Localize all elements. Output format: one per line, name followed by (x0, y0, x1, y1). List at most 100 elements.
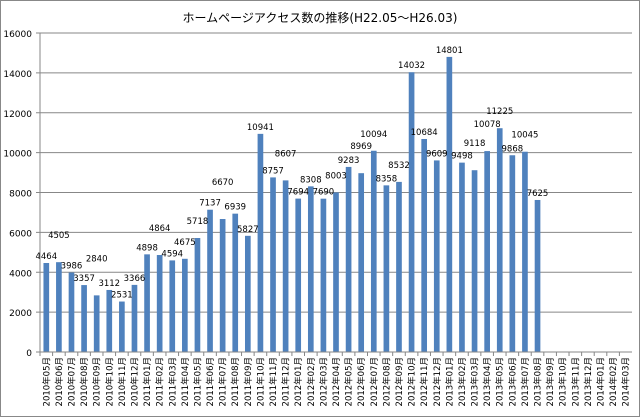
data-label: 8757 (262, 166, 284, 176)
bar (345, 166, 352, 352)
data-label: 4675 (174, 238, 196, 248)
bar (320, 198, 327, 352)
x-tick-label: 2011年06月 (205, 357, 216, 406)
x-tick-label: 2011年08月 (230, 357, 241, 406)
x-tick-label: 2013年02月 (457, 357, 468, 406)
bar (144, 254, 150, 352)
data-label: 8607 (275, 149, 297, 159)
x-tick-label: 2010年07月 (66, 357, 77, 406)
data-label: 7625 (527, 189, 549, 199)
bar (421, 138, 428, 352)
x-tick-label: 2014年03月 (621, 357, 632, 406)
bars (43, 56, 541, 353)
y-tick-label: 0 (26, 349, 32, 359)
data-labels: 4464 4505 3986 3357 2840 3112 2531 3366 4898 4864… (35, 46, 548, 301)
bar (156, 255, 163, 352)
data-label: 11225 (486, 107, 513, 117)
bar (182, 258, 188, 352)
x-tick-label: 2012年08月 (381, 357, 392, 406)
bar (496, 128, 503, 352)
x-tick-label: 2010年10月 (104, 357, 115, 406)
x-tick-label: 2012年11月 (419, 357, 430, 406)
x-tick-label: 2013年09月 (545, 357, 556, 406)
x-tick-label: 2014年02月 (608, 357, 619, 406)
bar (295, 198, 302, 352)
x-tick-label: 2010年06月 (54, 357, 65, 406)
y-tick-label: 2000 (9, 309, 32, 319)
x-tick-label: 2013年08月 (533, 357, 544, 406)
bar (358, 173, 365, 352)
bar (534, 199, 541, 352)
x-tick-label: 2011年04月 (180, 357, 191, 406)
bar (446, 56, 453, 353)
bar (93, 295, 100, 352)
bar (307, 186, 314, 352)
bar (131, 284, 138, 352)
x-tick-label: 2011年05月 (192, 357, 203, 406)
y-tick-label: 8000 (9, 190, 32, 200)
x-tick-label: 2013年06月 (507, 357, 518, 406)
data-label: 14032 (398, 61, 425, 71)
data-label: 5718 (187, 217, 209, 227)
data-label: 8003 (325, 171, 347, 181)
x-tick-label: 2010年05月 (41, 357, 52, 406)
y-tick-label: 12000 (3, 110, 32, 120)
x-tick-label: 2010年11月 (117, 357, 128, 406)
x-tick-label: 2012年05月 (344, 357, 355, 406)
data-label: 4464 (35, 252, 57, 262)
data-label: 6939 (224, 203, 246, 213)
data-label: 8358 (376, 174, 398, 184)
x-tick-label: 2011年11月 (268, 357, 279, 406)
bar (207, 209, 213, 352)
bar (509, 155, 516, 352)
x-tick-label: 2011年07月 (218, 357, 229, 406)
bar (106, 289, 113, 352)
x-tick-label: 2012年09月 (394, 357, 405, 406)
x-tick-label: 2012年10月 (407, 357, 418, 406)
x-tick-label: 2013年12月 (583, 357, 594, 406)
data-label: 7137 (199, 199, 221, 209)
x-tick-label: 2013年11月 (570, 357, 581, 406)
x-tick-label: 2011年09月 (243, 357, 254, 406)
y-tick-label: 6000 (9, 229, 32, 239)
bar (396, 181, 402, 352)
x-tick-label: 2012年12月 (432, 357, 443, 406)
x-tick-label: 2012年07月 (369, 357, 380, 406)
data-label: 9118 (464, 139, 486, 149)
bar (68, 272, 75, 352)
bar (81, 285, 87, 352)
data-label: 2531 (111, 291, 133, 301)
x-tick-label: 2013年05月 (495, 357, 506, 406)
bar (471, 170, 478, 352)
x-tick-label: 2011年03月 (167, 357, 178, 406)
x-tick-label: 2013年04月 (482, 357, 493, 406)
bar (257, 133, 264, 352)
bar (459, 162, 465, 352)
data-label: 10941 (247, 123, 274, 133)
data-label: 4505 (48, 231, 70, 241)
data-label: 4864 (149, 224, 171, 234)
data-label: 9868 (502, 144, 524, 154)
data-label: 8308 (300, 175, 322, 185)
bar (270, 177, 276, 352)
bar (219, 219, 226, 352)
y-tick-label: 16000 (3, 30, 32, 40)
x-tick-label: 2011年01月 (142, 357, 153, 406)
x-tick-label: 2013年01月 (444, 357, 455, 406)
x-tick-label: 2012年03月 (318, 357, 329, 406)
data-label: 10094 (360, 130, 387, 140)
x-tick-label: 2012年06月 (356, 357, 367, 406)
bar (56, 262, 62, 352)
x-tick-label: 2010年08月 (79, 357, 90, 406)
bar (119, 301, 125, 352)
bar (408, 72, 415, 352)
x-axis: 2010年05月 2010年06月 2010年07月 2010年08月 2010年09月… (39, 351, 632, 406)
chart-title: ホームページアクセス数の推移(H22.05～H26.03) (183, 10, 458, 25)
data-label: 3366 (124, 274, 146, 284)
bar (169, 260, 176, 352)
x-tick-label: 2012年04月 (331, 357, 342, 406)
bar (43, 262, 50, 352)
data-label: 2840 (86, 254, 108, 264)
y-tick-label: 4000 (9, 269, 32, 279)
